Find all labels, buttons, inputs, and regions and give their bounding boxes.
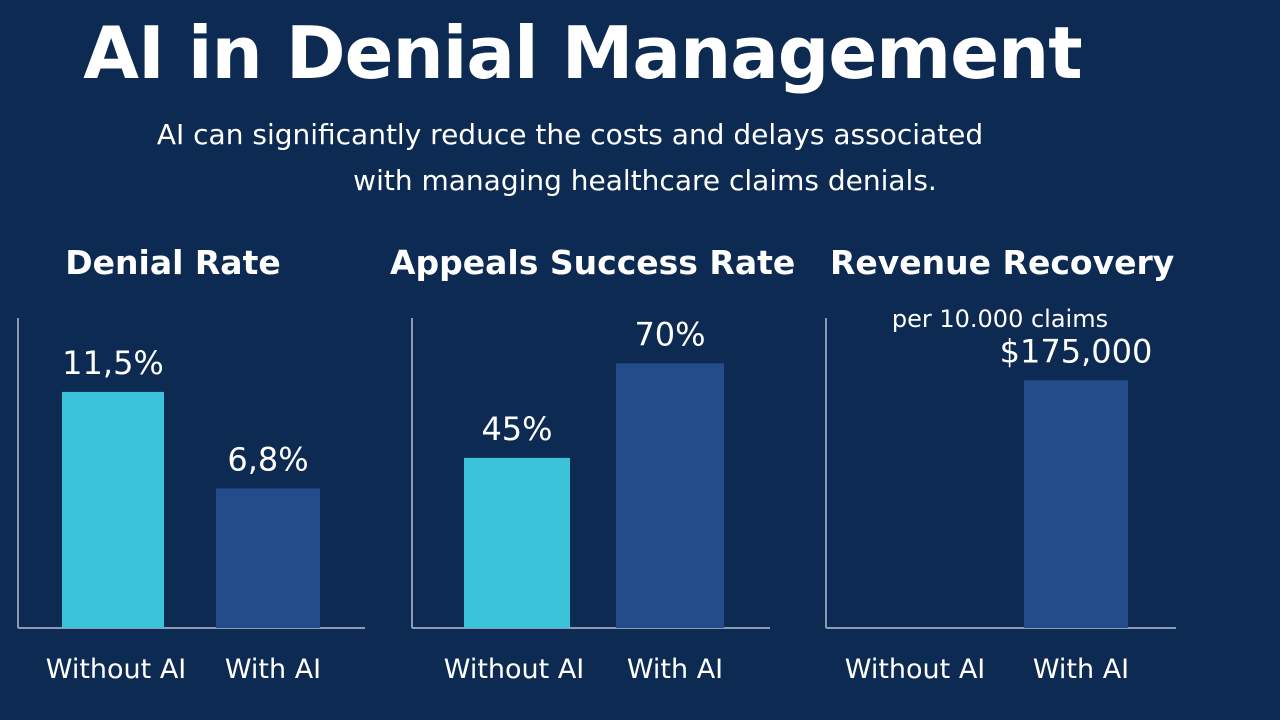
bar-with-ai bbox=[616, 363, 724, 628]
category-label-with-ai: With AI bbox=[1033, 654, 1129, 685]
category-label-without-ai: Without AI bbox=[46, 654, 187, 685]
data-label-without-ai: 11,5% bbox=[62, 344, 164, 382]
data-label-with-ai: 70% bbox=[634, 315, 705, 353]
subtitle-line-1: AI can significantly reduce the costs an… bbox=[156, 118, 984, 151]
bar-with-ai bbox=[1024, 380, 1128, 628]
subtitle-line-2: with managing healthcare claims denials. bbox=[353, 164, 937, 197]
data-label-with-ai: $175,000 bbox=[1000, 332, 1153, 370]
category-label-without-ai: Without AI bbox=[444, 654, 585, 685]
bar-without-ai bbox=[464, 457, 570, 628]
chart-title-appeals-success-rate: Appeals Success Rate bbox=[390, 243, 796, 282]
category-label-without-ai: Without AI bbox=[845, 654, 986, 685]
chart-subtitle-revenue-recovery: per 10.000 claims bbox=[891, 305, 1109, 333]
chart-title-denial-rate: Denial Rate bbox=[65, 243, 281, 282]
bar-without-ai bbox=[62, 391, 164, 628]
page-title: AI in Denial Management bbox=[83, 11, 1082, 95]
bar-with-ai bbox=[216, 488, 320, 628]
data-label-without-ai: 45% bbox=[481, 410, 552, 448]
page-subtitle: AI can significantly reduce the costs an… bbox=[0, 112, 1140, 204]
data-label-with-ai: 6,8% bbox=[227, 440, 308, 478]
category-label-with-ai: With AI bbox=[225, 654, 321, 685]
category-label-with-ai: With AI bbox=[627, 654, 723, 685]
chart-title-revenue-recovery: Revenue Recovery bbox=[830, 243, 1175, 282]
